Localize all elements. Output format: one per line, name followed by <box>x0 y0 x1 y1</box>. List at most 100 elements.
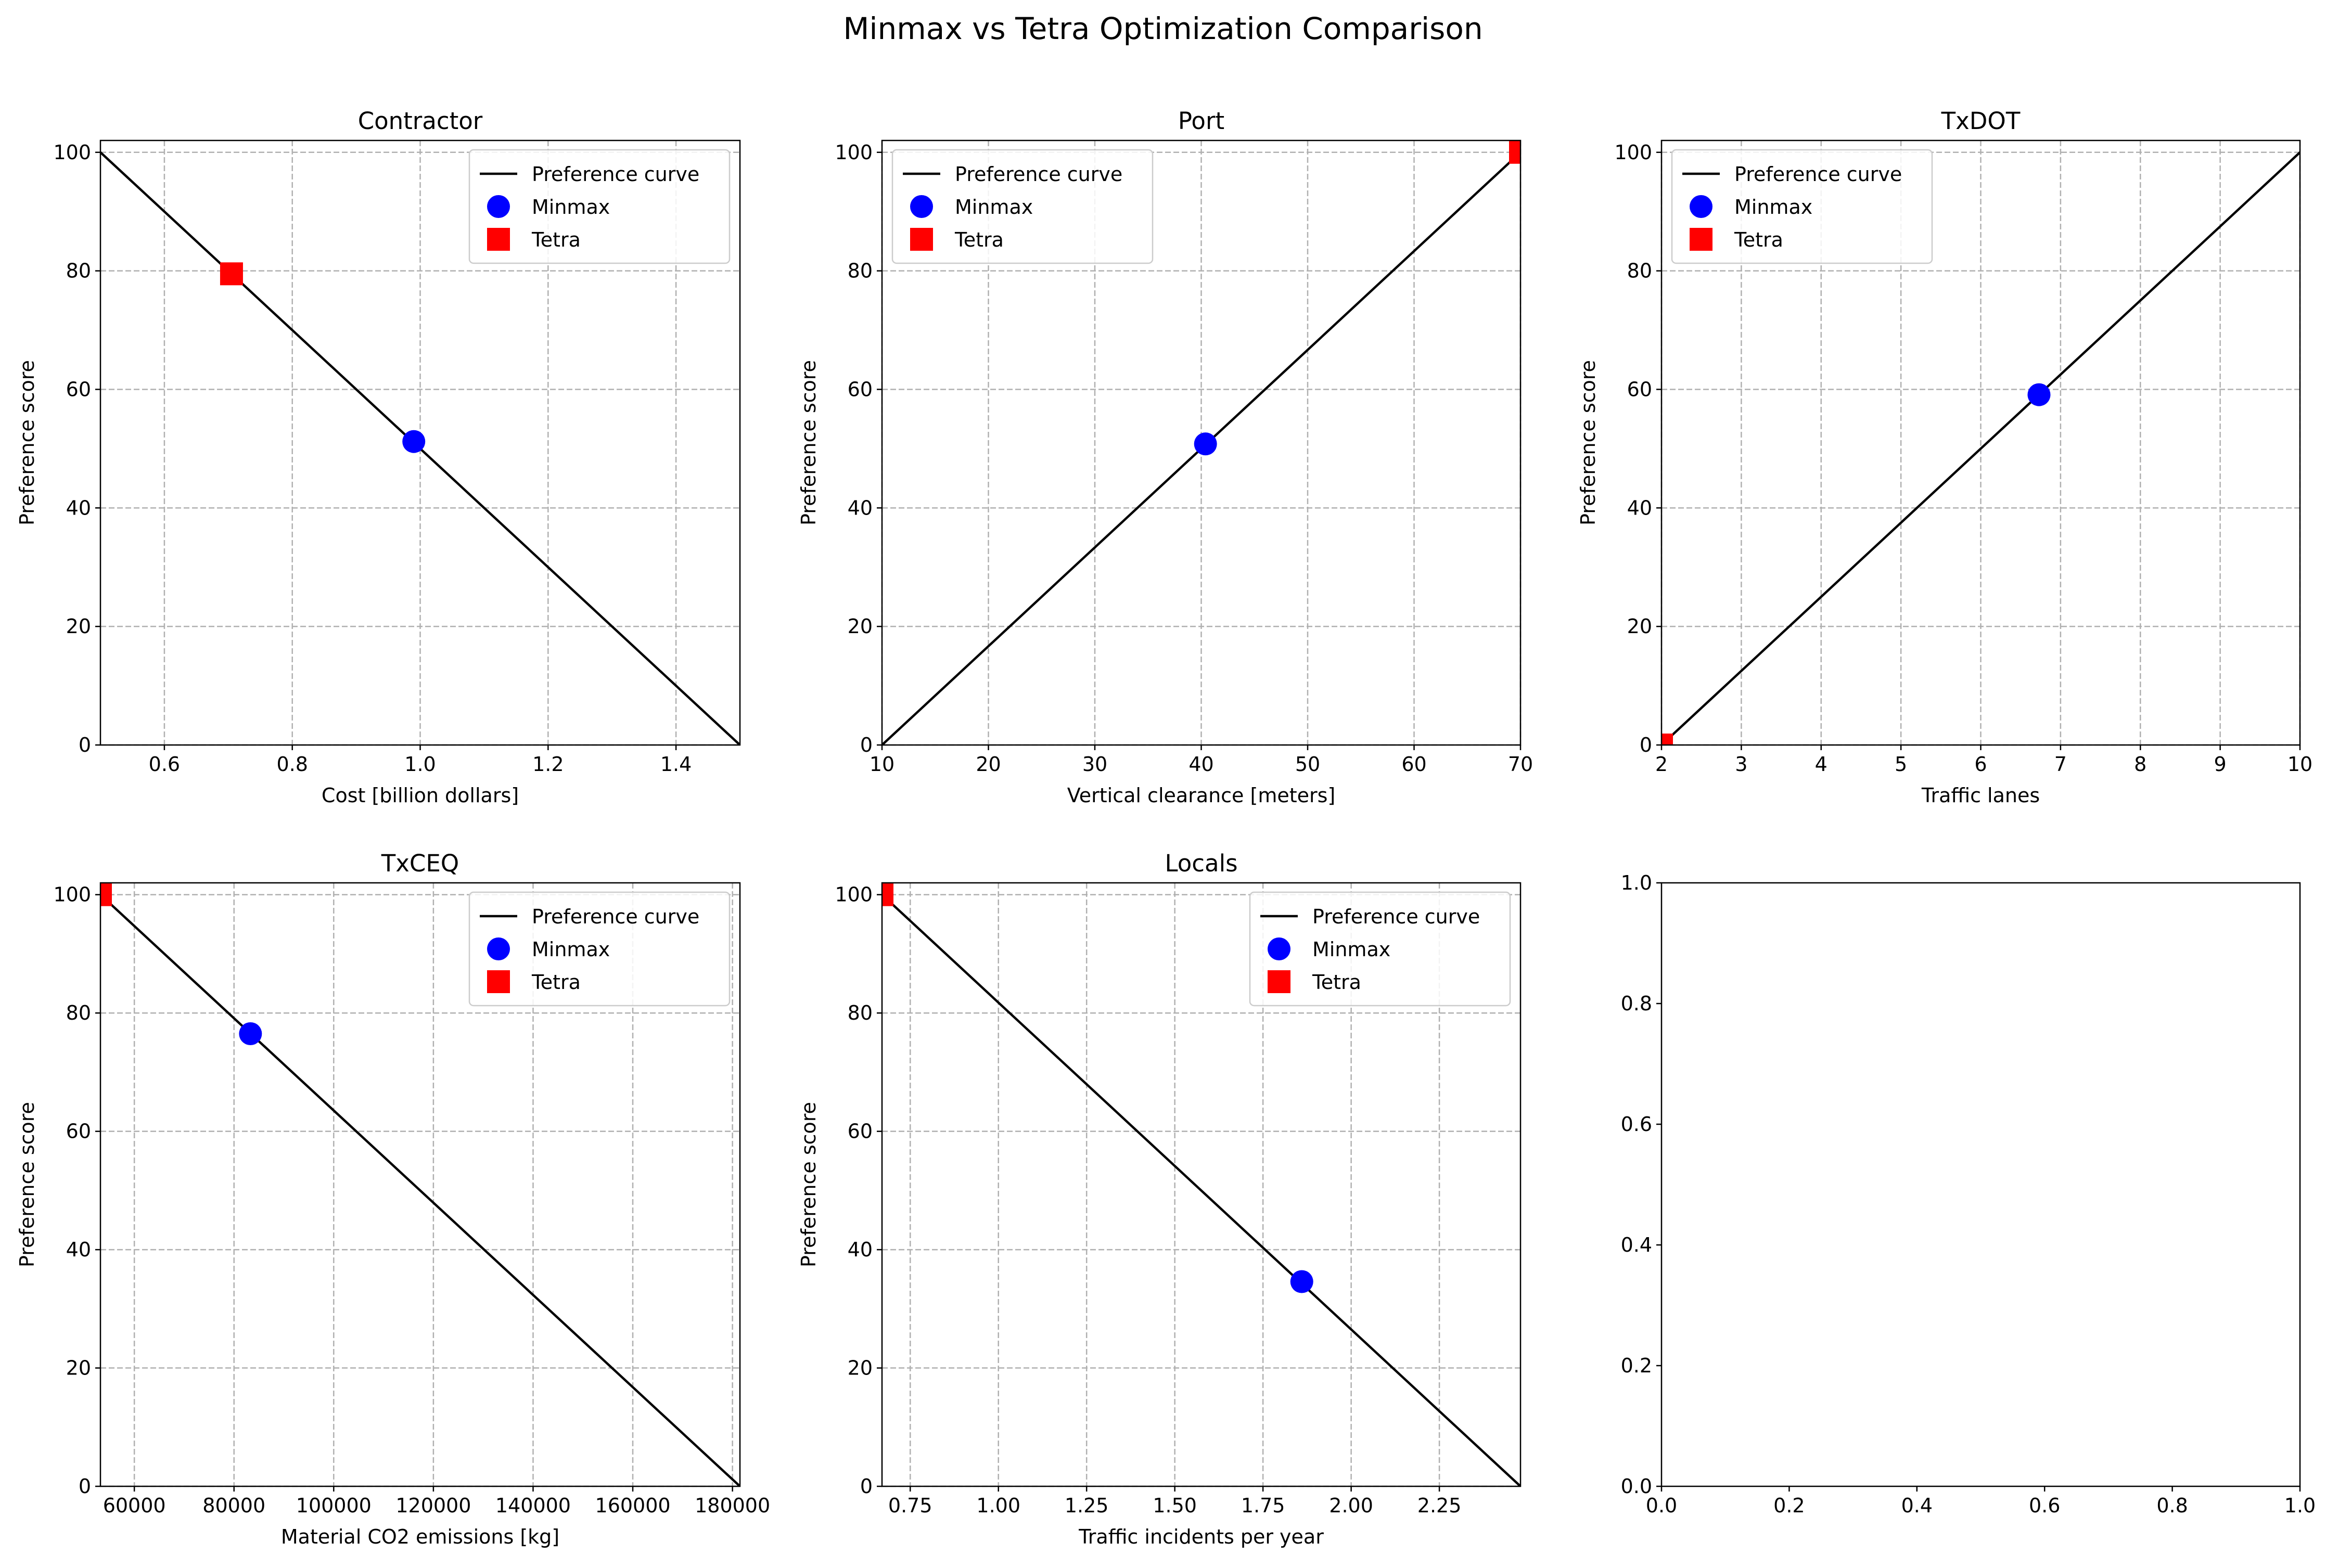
legend-box <box>1249 891 1511 1007</box>
y-tick-label: 0.4 <box>1621 1233 1652 1256</box>
x-tick-label: 0.4 <box>1901 1494 1933 1517</box>
x-tick-label: 7 <box>2054 753 2067 776</box>
y-tick-label: 100 <box>835 141 873 164</box>
legend-tetra-swatch <box>1690 228 1712 251</box>
x-tick-label: 1.0 <box>2284 1494 2316 1517</box>
y-tick-label: 40 <box>66 496 91 519</box>
legend-tetra-entry: Tetra <box>1312 971 1361 994</box>
y-axis-label: Preference score <box>1577 360 1600 525</box>
axes-frame <box>1660 882 2301 1487</box>
legend-minmax-swatch <box>1690 195 1712 218</box>
legend-box <box>1671 149 1933 264</box>
x-tick-label: 0.2 <box>1773 1494 1805 1517</box>
y-tick-label: 60 <box>66 378 91 401</box>
legend-minmax-entry: Minmax <box>1734 196 1812 219</box>
subplot-5: 0.75 1.00 1.25 1.50 1.75 2.00 2.25 0 20 40 60 80 100… <box>797 850 1522 1548</box>
x-tick-label: 2 <box>1655 753 1668 776</box>
legend-minmax-swatch <box>910 195 933 218</box>
y-tick-label: 20 <box>66 615 91 638</box>
legend-minmax-entry: Minmax <box>955 196 1033 219</box>
y-tick-label: 80 <box>66 260 91 282</box>
legend-tetra-swatch <box>910 228 933 251</box>
x-tick-label: 3 <box>1735 753 1747 776</box>
subplot-title: TxDOT <box>1941 107 2021 135</box>
x-tick-label: 140000 <box>495 1494 571 1517</box>
legend-tetra-entry: Tetra <box>531 971 581 994</box>
y-tick-label: 60 <box>848 1120 873 1143</box>
y-tick-label: 40 <box>66 1238 91 1261</box>
x-tick-label: 0.8 <box>276 753 308 776</box>
legend-tetra-swatch <box>487 970 510 993</box>
legend-tetra-swatch <box>487 228 510 251</box>
axes-frame <box>881 882 1522 1487</box>
y-tick-label: 40 <box>848 496 873 519</box>
figure-title: Minmax vs Tetra Optimization Comparison <box>843 11 1482 46</box>
x-tick-label: 0.75 <box>888 1494 932 1517</box>
tetra-point <box>100 883 112 906</box>
legend-curve-entry: Preference curve <box>532 163 699 186</box>
y-axis-label: Preference score <box>797 360 820 525</box>
legend-tetra-entry: Tetra <box>531 228 581 251</box>
subplot-title: Locals <box>1165 850 1237 877</box>
legend-curve-entry: Preference curve <box>532 905 699 928</box>
y-tick-label: 0 <box>1640 734 1652 756</box>
y-tick-label: 100 <box>835 883 873 906</box>
x-tick-label: 1.2 <box>532 753 564 776</box>
x-tick-label: 40 <box>1188 753 1213 776</box>
legend: Preference curve Minmax Tetra <box>891 149 1154 264</box>
legend-tetra-entry: Tetra <box>1734 228 1783 251</box>
y-tick-label: 20 <box>848 1357 873 1380</box>
legend-minmax-entry: Minmax <box>532 196 610 219</box>
y-tick-label: 0 <box>79 734 91 756</box>
y-axis-label: Preference score <box>797 1102 820 1267</box>
x-tick-label: 1.75 <box>1241 1494 1285 1517</box>
y-tick-label: 0.0 <box>1621 1475 1652 1498</box>
subplot-6: 0.0 0.2 0.4 0.6 0.8 1.0 0.0 0.2 0.4 0.6 0.8 1.0 <box>1621 871 2316 1517</box>
x-tick-label: 160000 <box>595 1494 671 1517</box>
legend: Preference curve Minmax Tetra <box>468 891 731 1007</box>
x-tick-label: 2.00 <box>1329 1494 1373 1517</box>
x-tick-label: 50 <box>1295 753 1320 776</box>
x-tick-label: 10 <box>2287 753 2312 776</box>
x-axis-label: Vertical clearance [meters] <box>1067 784 1336 807</box>
preference-curve-line <box>1662 151 2300 745</box>
y-tick-label: 20 <box>66 1357 91 1380</box>
plot-area <box>1662 151 2300 745</box>
y-tick-label: 100 <box>53 141 91 164</box>
preference-curve-line <box>882 894 1520 1486</box>
y-tick-label: 0 <box>79 1475 91 1498</box>
y-tick-label: 60 <box>1627 378 1652 401</box>
x-tick-label: 60 <box>1401 753 1426 776</box>
legend-tetra-swatch <box>1268 970 1290 993</box>
y-axis-label: Preference score <box>16 1102 39 1267</box>
y-tick-label: 60 <box>848 378 873 401</box>
plot-area <box>882 140 1520 745</box>
legend-box <box>468 149 731 264</box>
subplot-title: Port <box>1178 107 1224 135</box>
y-tick-label: 40 <box>848 1238 873 1261</box>
y-axis-label: Preference score <box>16 360 39 525</box>
y-tick-label: 0 <box>860 734 873 756</box>
legend-minmax-entry: Minmax <box>532 938 610 961</box>
x-tick-label: 20 <box>976 753 1001 776</box>
minmax-point <box>2027 383 2051 406</box>
tetra-point <box>882 883 893 906</box>
plot-area <box>100 883 740 1486</box>
y-tick-label: 20 <box>1627 615 1652 638</box>
x-tick-label: 70 <box>1508 753 1533 776</box>
subplot-4: 60000 80000 100000 120000 140000 160000 180000… <box>16 850 770 1548</box>
x-tick-label: 100000 <box>296 1494 372 1517</box>
y-tick-label: 20 <box>848 615 873 638</box>
y-tick-label: 0.2 <box>1621 1354 1652 1377</box>
legend-curve-entry: Preference curve <box>955 163 1122 186</box>
legend-minmax-swatch <box>487 195 510 218</box>
x-tick-label: 10 <box>870 753 894 776</box>
x-tick-label: 1.50 <box>1153 1494 1197 1517</box>
y-tick-label: 80 <box>848 260 873 282</box>
x-tick-label: 0.6 <box>2029 1494 2060 1517</box>
x-tick-label: 120000 <box>395 1494 471 1517</box>
x-tick-label: 80000 <box>202 1494 265 1517</box>
x-tick-label: 1.4 <box>660 753 692 776</box>
